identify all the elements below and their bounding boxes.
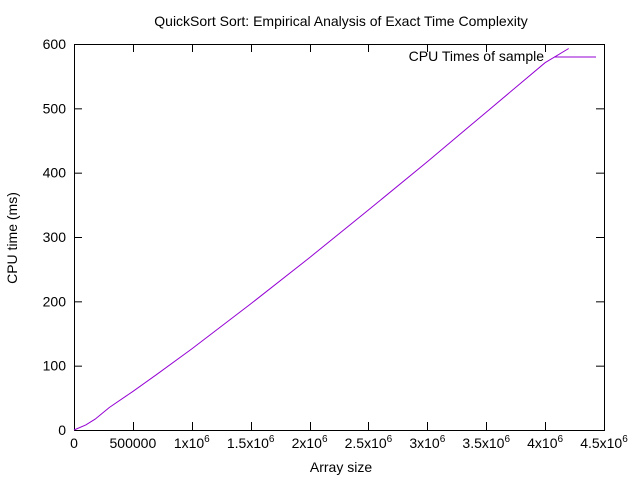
- x-tick-label: 2x106: [292, 434, 328, 451]
- x-tick-label-exponent: 6: [322, 434, 328, 445]
- x-axis-label: Array size: [310, 459, 372, 475]
- y-tick-label: 200: [43, 293, 67, 309]
- x-tick-label: 4x106: [527, 434, 563, 451]
- y-tick-label: 500: [43, 100, 67, 116]
- x-tick-label-base: 3.5x10: [462, 435, 504, 451]
- x-tick-label-base: 2x10: [292, 435, 323, 451]
- x-tick-label: 3x106: [409, 434, 445, 451]
- series-layer: [73, 48, 569, 431]
- x-tick-label: 0: [70, 435, 78, 451]
- plot-area-border: [74, 44, 605, 431]
- x-tick-label-base: 2.5x10: [345, 435, 387, 451]
- x-tick-label: 2.5x106: [345, 434, 393, 451]
- y-tick-label: 300: [43, 229, 67, 245]
- x-tick-label-base: 4.5x10: [580, 435, 622, 451]
- x-tick-label-base: 1x10: [174, 435, 205, 451]
- y-axis: 0 100 200 300 400 500 600: [43, 36, 604, 438]
- x-tick-label-base: 3x10: [409, 435, 440, 451]
- series-line: [73, 48, 569, 431]
- x-tick-label-base: 4x10: [527, 435, 558, 451]
- x-tick-label: 1.5x106: [227, 434, 275, 451]
- y-tick-label: 400: [43, 165, 67, 181]
- x-tick-label-base: 500000: [110, 435, 157, 451]
- x-tick-label-base: 1.5x10: [227, 435, 269, 451]
- x-tick-label: 500000: [110, 435, 157, 451]
- x-tick-label-exponent: 6: [440, 434, 446, 445]
- x-tick-label: 3.5x106: [462, 434, 510, 451]
- x-tick-label: 1x106: [174, 434, 210, 451]
- y-tick-label: 100: [43, 358, 67, 374]
- y-tick-label: 0: [58, 422, 66, 438]
- x-axis: 0 500000 1x106 1.5x106 2x106 2.5x106 3x106 3.5x…: [70, 44, 628, 451]
- x-tick-label-base: 0: [70, 435, 78, 451]
- y-axis-label: CPU time (ms): [4, 192, 20, 284]
- y-tick-label: 600: [43, 36, 67, 52]
- x-tick-label-exponent: 6: [269, 434, 275, 445]
- x-tick-label-exponent: 6: [558, 434, 564, 445]
- legend: CPU Times of sample: [409, 48, 596, 64]
- x-tick-label-exponent: 6: [622, 434, 628, 445]
- x-tick-label-exponent: 6: [204, 434, 210, 445]
- legend-label: CPU Times of sample: [409, 48, 545, 64]
- x-tick-label: 4.5x106: [580, 434, 628, 451]
- x-tick-label-exponent: 6: [387, 434, 393, 445]
- chart-title: QuickSort Sort: Empirical Analysis of Ex…: [154, 13, 527, 29]
- x-tick-label-exponent: 6: [504, 434, 510, 445]
